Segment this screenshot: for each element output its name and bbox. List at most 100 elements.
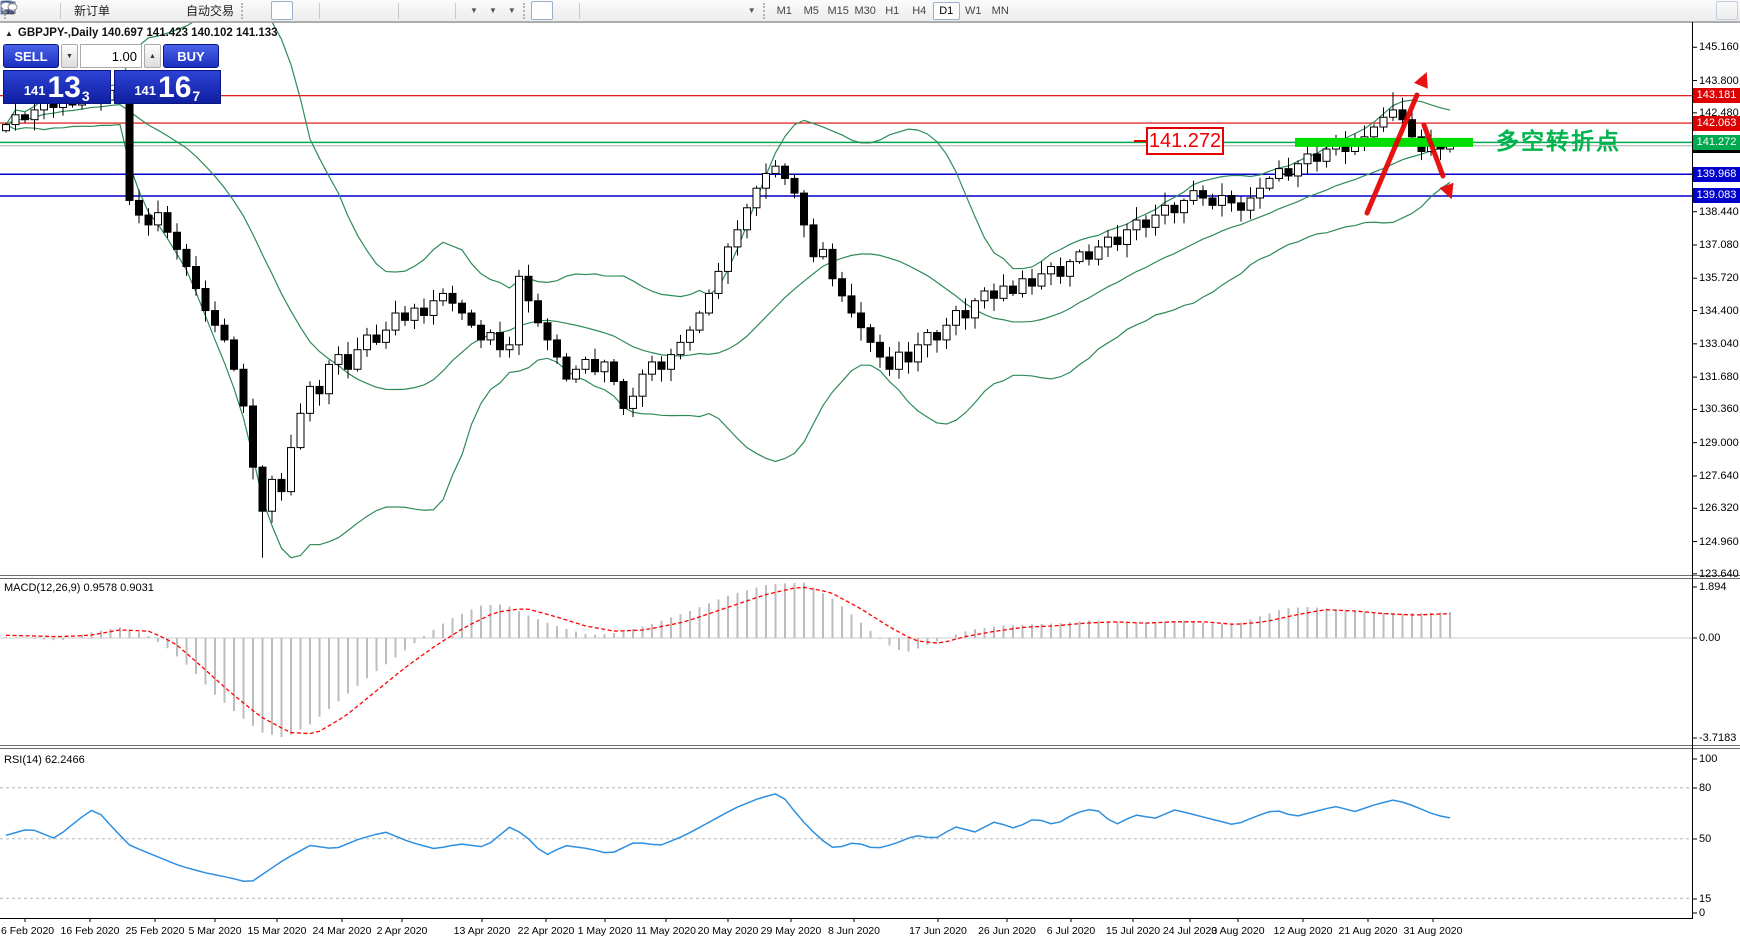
candlestick-chart-button[interactable]	[2, 1, 294, 20]
date-tick-label: 22 Apr 2020	[517, 925, 575, 937]
date-tick-label: 16 Feb 2020	[60, 925, 120, 937]
tile-windows-button[interactable]	[0, 1, 394, 20]
date-tick-label: 3 Aug 2020	[1211, 925, 1265, 937]
timeframe-button-m1[interactable]: M1	[776, 4, 792, 17]
one-click-trading-panel: SELL ▼ ▲ BUY 141 13 3 141 16 7	[3, 44, 221, 104]
macd-tick-label: 1.894	[1699, 581, 1727, 593]
rsi-tick-label: 0	[1699, 907, 1706, 919]
new-order-label: 新订单	[74, 4, 111, 18]
date-tick-label: 12 Aug 2020	[1273, 925, 1333, 937]
crosshair-button[interactable]	[1, 1, 575, 20]
candlestick-series	[2, 79, 1454, 558]
rsi-tick-label: 100	[1699, 753, 1718, 765]
price-callout-label[interactable]: 141.272	[1146, 127, 1224, 155]
volume-increase-button[interactable]: ▲	[144, 44, 161, 68]
horizontal-level-lines	[0, 95, 1692, 197]
fibonacci-button[interactable]: F	[1, 1, 698, 20]
arrows-dropdown-button[interactable]: ▼	[1, 1, 761, 20]
periods-button[interactable]: ▼	[1, 1, 502, 20]
timeframe-button-h4[interactable]: H4	[912, 4, 927, 17]
timeframe-button-mn[interactable]: MN	[991, 4, 1009, 17]
sell-button[interactable]: SELL	[3, 44, 59, 68]
indicators-button[interactable]: ▼	[1, 0, 483, 20]
date-tick-label: 17 Jun 2020	[909, 925, 967, 937]
date-tick-label: 20 May 2020	[697, 925, 759, 937]
rsi-tick-label: 15	[1699, 893, 1712, 905]
date-tick-label: 11 May 2020	[636, 925, 696, 937]
toolbar-drag-handle[interactable]	[762, 2, 768, 19]
chart-title: ▲ GBPJPY-,Daily 140.697 141.423 140.102 …	[5, 27, 278, 39]
collapse-panel-icon[interactable]: ▲	[5, 28, 13, 38]
buy-button[interactable]: BUY	[163, 44, 219, 68]
date-tick-label: 31 Aug 2020	[1403, 925, 1463, 937]
sell-price-pips: 13	[47, 71, 81, 104]
price-tick-label: 127.640	[1699, 469, 1739, 482]
chat-button[interactable]	[0, 1, 1738, 20]
sell-price-point: 3	[81, 88, 90, 104]
autotrade-button[interactable]: 自动交易	[1, 1, 239, 20]
market-watch-button[interactable]	[0, 1, 56, 20]
new-order-button[interactable]: 新订单	[1, 0, 115, 20]
date-tick-label: 6 Feb 2020	[1, 925, 55, 937]
timeframe-button-m5[interactable]: M5	[803, 4, 819, 17]
macd-signal-line	[5, 586, 1451, 735]
auto-scroll-button[interactable]	[1, 1, 429, 20]
toolbar-drag-handle[interactable]	[522, 2, 528, 19]
timeframe-button-w1[interactable]: W1	[964, 4, 982, 17]
date-tick-label: 24 Jul 2020	[1162, 925, 1218, 937]
dropdown-caret: ▼	[488, 6, 497, 15]
chart-title-text: GBPJPY-,Daily 140.697 141.423 140.102 14…	[17, 27, 278, 39]
timeframe-button-m15[interactable]: M15	[827, 4, 849, 17]
macd-tick-label: 0.00	[1699, 632, 1721, 644]
date-tick-label: 26 Jun 2020	[978, 925, 1036, 937]
templates-button[interactable]: ▼	[0, 1, 521, 20]
zoom-out-button[interactable]	[2, 1, 372, 20]
horizontal-line-button[interactable]	[1, 1, 632, 20]
toolbar-drag-handle[interactable]	[241, 2, 246, 19]
mql5-community-button[interactable]	[1, 1, 159, 20]
timeframe-button-h1[interactable]: H1	[885, 4, 900, 17]
volume-decrease-button[interactable]: ▼	[61, 44, 78, 68]
price-tick-label: 133.040	[1699, 337, 1739, 350]
sell-price-display[interactable]: 141 13 3	[3, 70, 111, 104]
date-tick-label: 8 Jun 2020	[828, 925, 880, 937]
vertical-line-button[interactable]	[6, 1, 610, 20]
dropdown-caret: ▼	[747, 6, 756, 15]
volume-input[interactable]	[80, 44, 142, 68]
timeframe-button-m30[interactable]: M30	[854, 4, 876, 17]
text-label-button[interactable]: T	[1, 1, 742, 20]
cursor-button[interactable]	[3, 1, 553, 20]
buy-price-display[interactable]: 141 16 7	[113, 70, 221, 104]
gold-button[interactable]	[1, 1, 137, 20]
buy-price-point: 7	[192, 88, 201, 104]
date-tick-label: 25 Feb 2020	[125, 925, 185, 937]
line-chart-button[interactable]	[0, 1, 315, 20]
price-tick-label: 135.720	[1699, 272, 1739, 285]
price-tick-label: 137.080	[1699, 238, 1739, 251]
chart-shift-button[interactable]	[1, 1, 451, 20]
trendline-button[interactable]	[1, 1, 654, 20]
price-tick-label: 134.400	[1699, 304, 1739, 317]
timeframe-button-d1[interactable]: D1	[932, 1, 960, 20]
trend-arrows[interactable]	[1364, 69, 1459, 216]
text-button[interactable]: A	[3, 1, 720, 20]
date-tick-label: 13 Apr 2020	[453, 925, 511, 937]
level-price-badge: 139.968	[1693, 166, 1740, 182]
pivot-annotation-text[interactable]: 多空转折点	[1496, 128, 1621, 154]
bar-chart-button[interactable]	[1, 1, 271, 20]
signals-button[interactable]	[1, 1, 181, 20]
price-tick-label: 123.640	[1699, 567, 1739, 580]
pivot-zone-band[interactable]	[1295, 137, 1473, 147]
channel-button[interactable]: E	[0, 1, 676, 20]
zoom-in-button[interactable]	[2, 1, 350, 20]
search-button[interactable]	[1, 0, 1716, 20]
price-tick-label: 143.800	[1699, 74, 1739, 87]
buy-price-pips: 16	[158, 71, 192, 104]
autotrade-label: 自动交易	[186, 4, 235, 18]
rsi-indicator-label: RSI(14) 62.2466	[4, 754, 85, 766]
price-tick-label: 145.160	[1699, 41, 1739, 54]
dropdown-caret: ▼	[507, 6, 516, 15]
